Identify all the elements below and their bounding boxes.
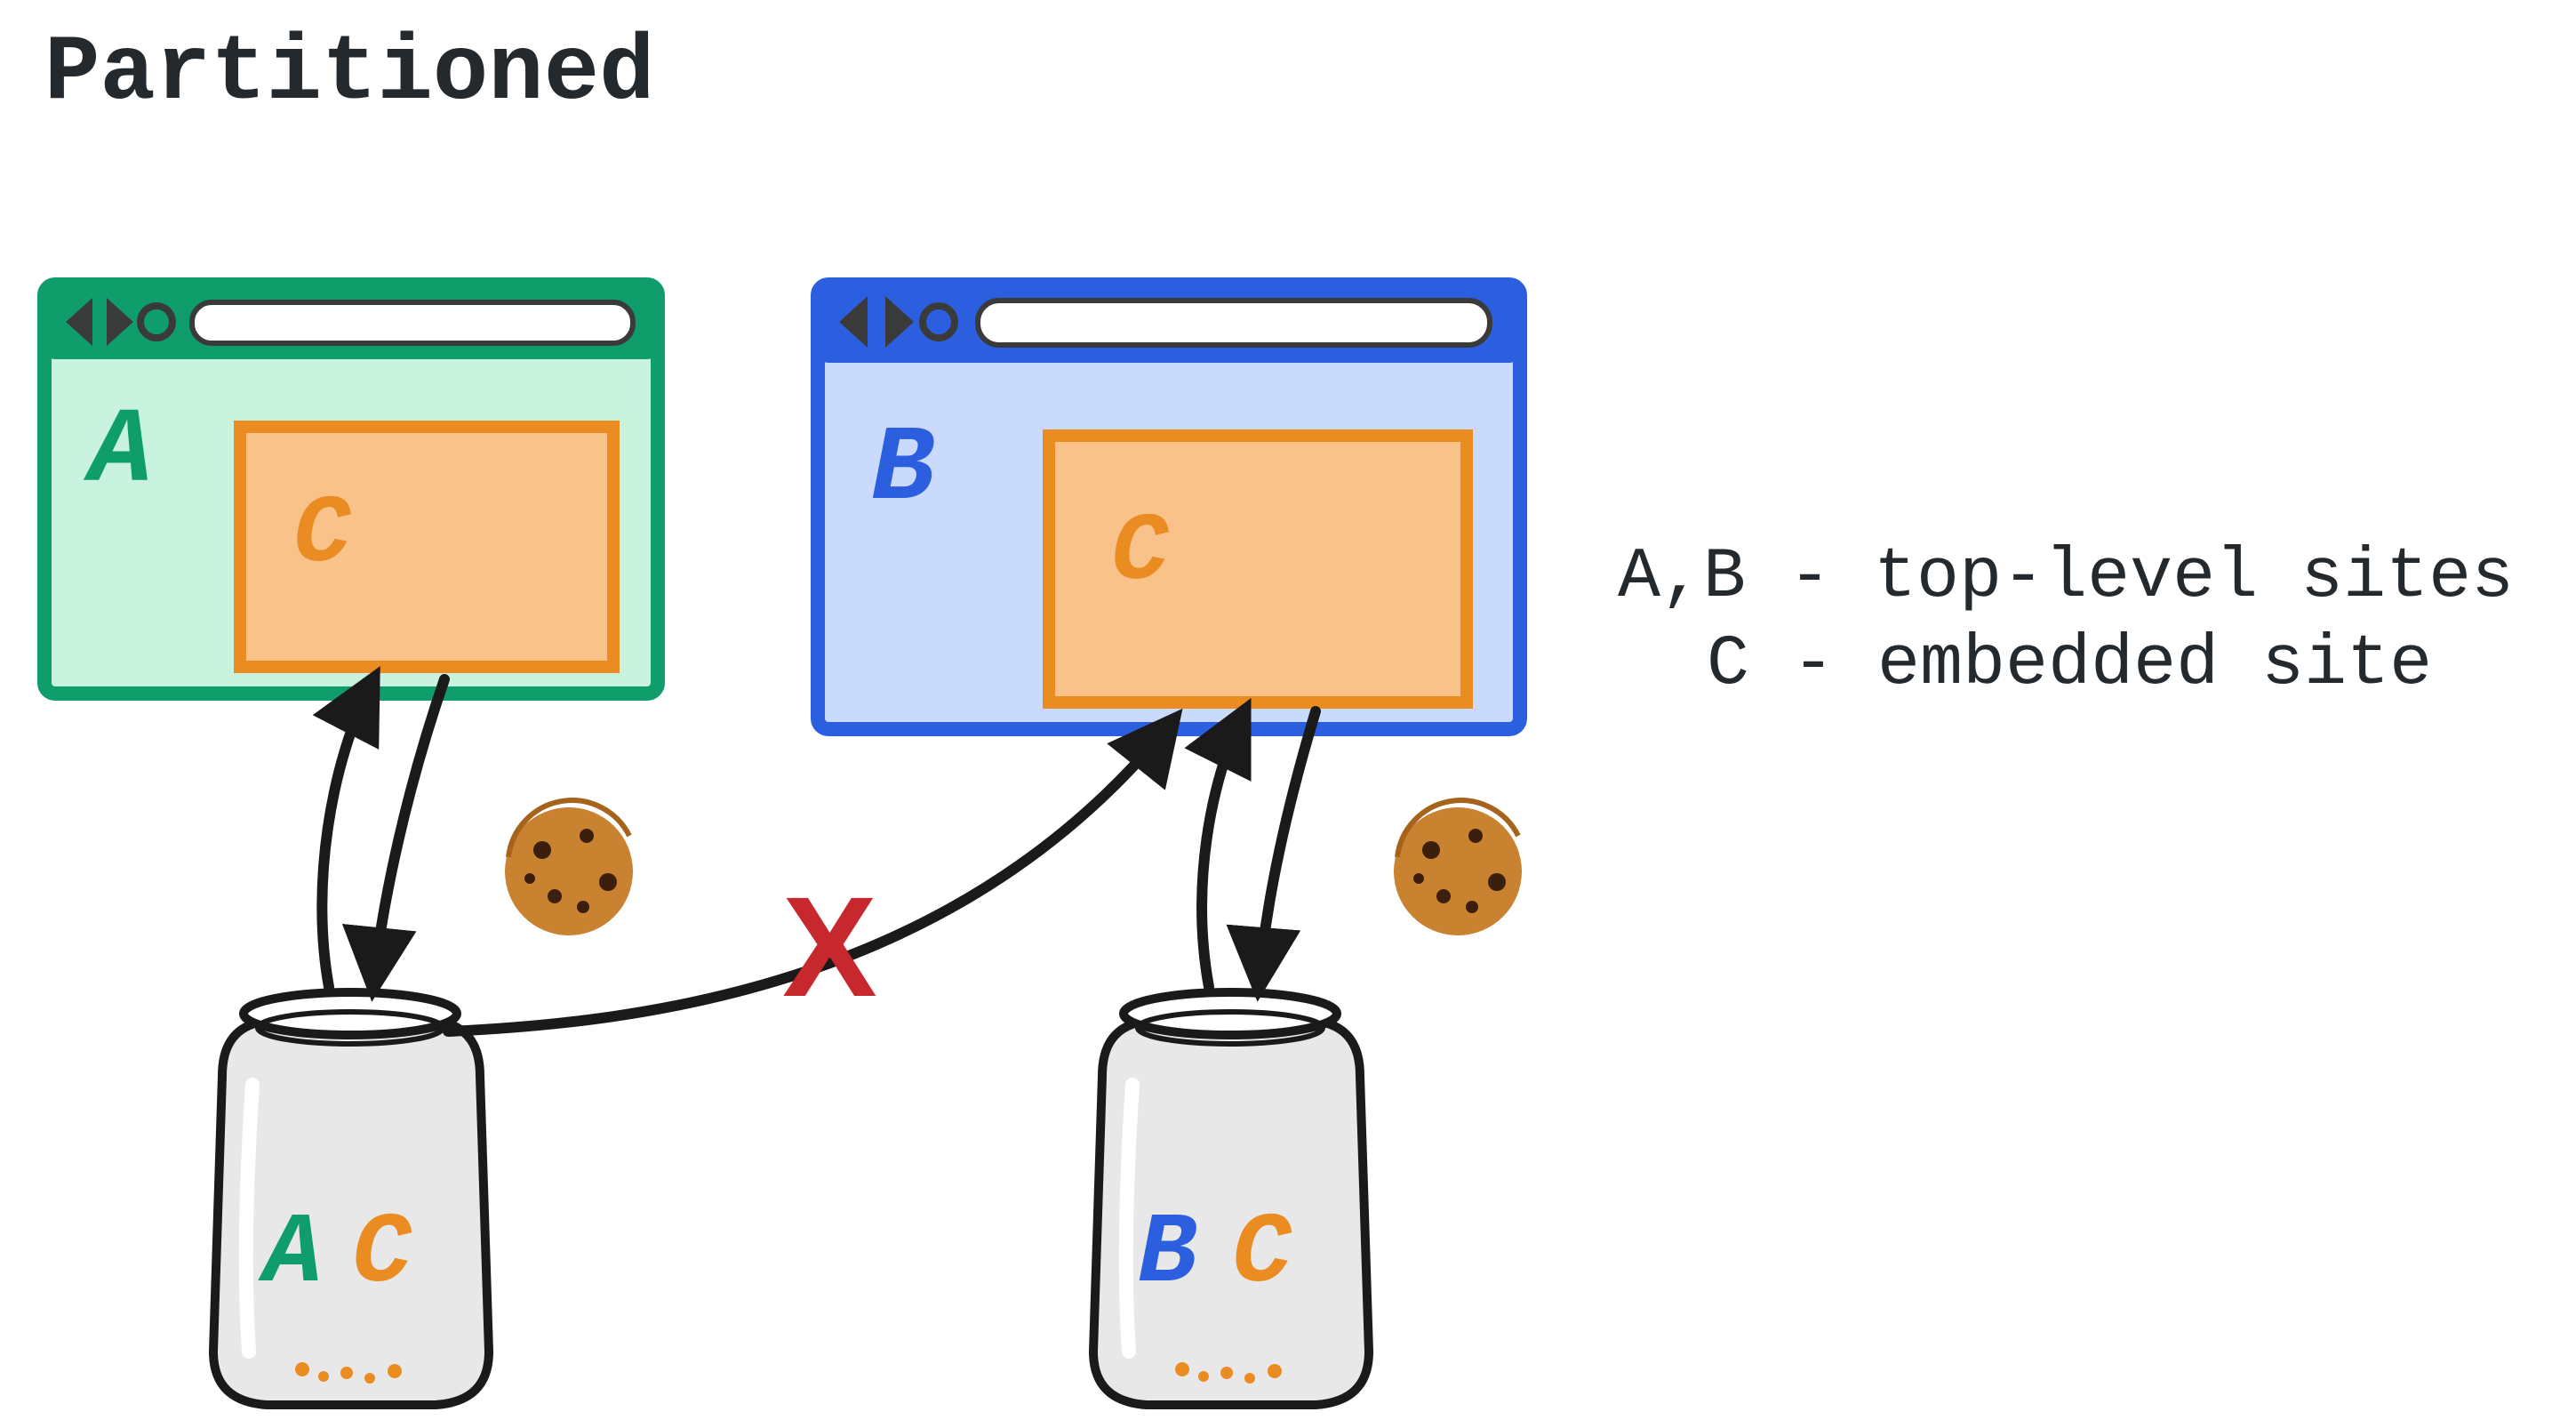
legend-line-1: A,B - top-level sites (1618, 537, 2514, 618)
arrow-a-down (373, 679, 444, 987)
jar-a-label-embed: C (352, 1198, 412, 1311)
cookie-icon-b (1394, 800, 1522, 935)
diagram-title: Partitioned (44, 21, 655, 126)
jar-b-label-embed: C (1232, 1198, 1292, 1311)
url-bar-a (192, 302, 633, 343)
cookie-jar-a: A C (213, 992, 489, 1405)
arrow-a-up (322, 679, 373, 987)
browser-b-label: B (871, 410, 935, 531)
embedded-c-label-a: C (293, 481, 351, 590)
browser-b: B C (818, 285, 1520, 729)
cookie-icon-a (505, 800, 633, 935)
embedded-c-in-b: C (1049, 436, 1467, 702)
url-bar-b (978, 301, 1490, 345)
embedded-c-label-b: C (1111, 499, 1169, 607)
cookie-jar-b: B C (1093, 992, 1369, 1405)
diagram-canvas: Partitioned A,B - top-level sites C - em… (0, 0, 2576, 1428)
embedded-c-in-a: C (240, 427, 613, 667)
browser-a-label: A (83, 392, 153, 513)
arrow-b-up (1202, 711, 1244, 987)
jar-a-label-top: A (258, 1198, 323, 1311)
legend-line-2: C - embedded site (1707, 624, 2432, 705)
arrow-b-down (1259, 711, 1316, 987)
browser-a: A C (44, 285, 658, 694)
jar-b-label-top: B (1138, 1198, 1197, 1311)
blocked-x-mark: X (782, 867, 877, 1026)
